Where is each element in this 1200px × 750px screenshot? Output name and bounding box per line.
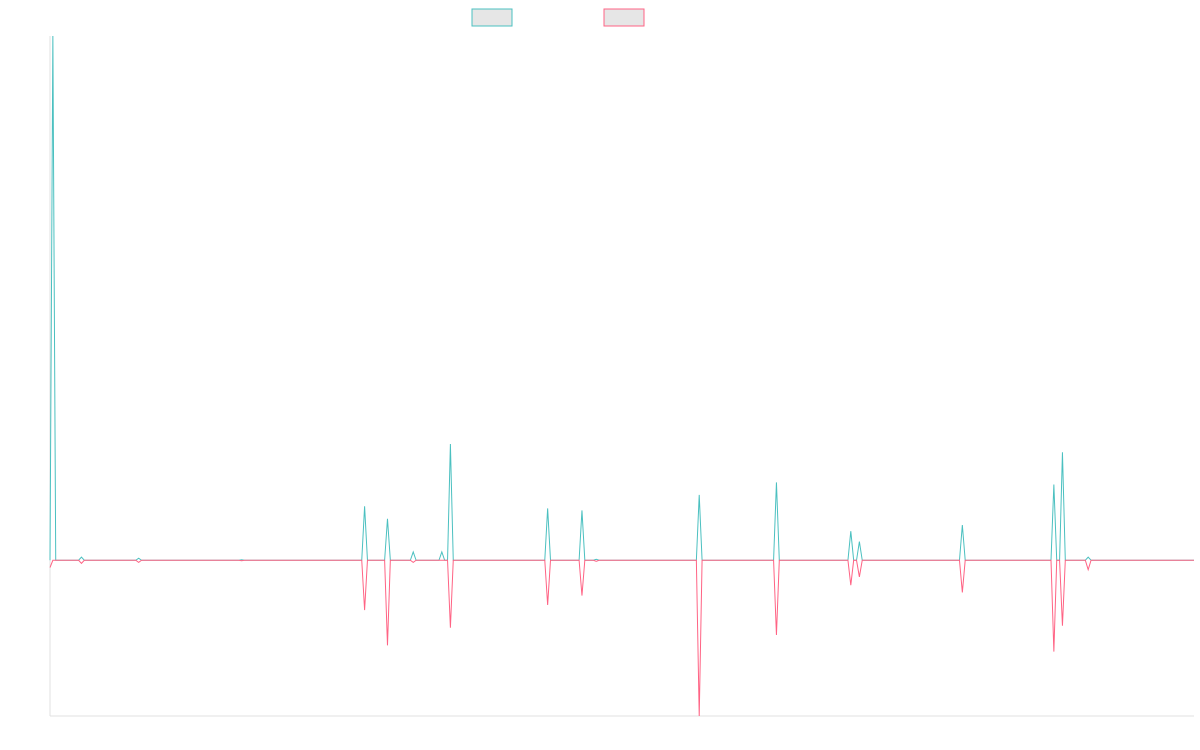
chart-axes (49, 36, 1194, 717)
legend-swatch-1[interactable] (471, 8, 513, 27)
series-layer (49, 35, 1194, 717)
series-line-2 (49, 559, 1194, 717)
legend-swatch-2[interactable] (603, 8, 645, 27)
series-line-1 (49, 35, 1194, 561)
legend (471, 8, 645, 27)
